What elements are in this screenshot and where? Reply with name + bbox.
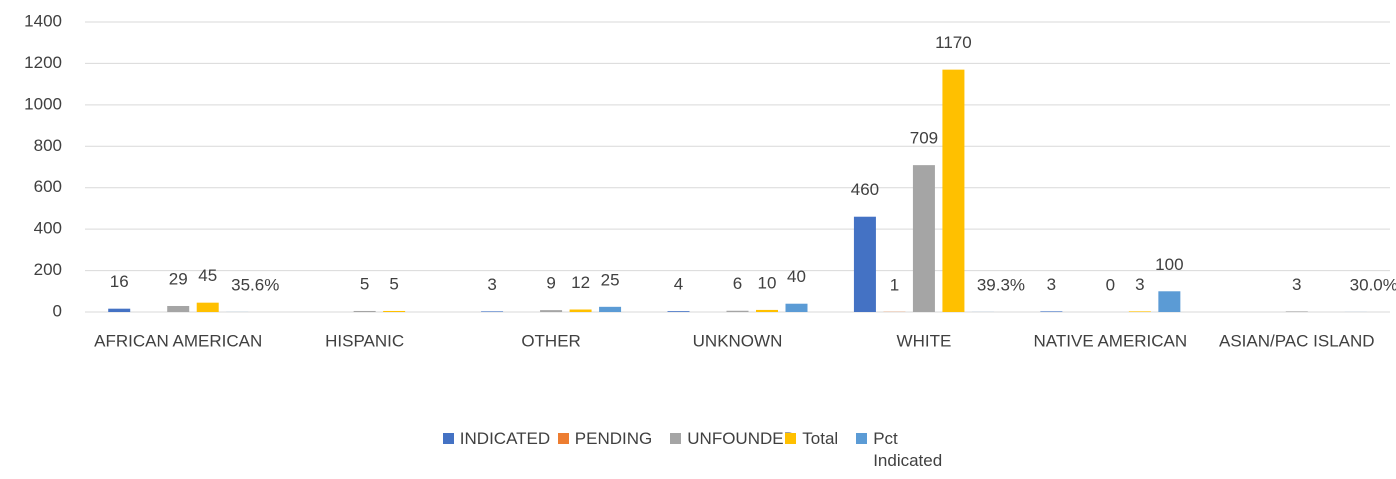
data-label: 10 [758, 273, 777, 292]
data-label: 3 [1047, 275, 1056, 294]
bar [785, 303, 808, 312]
x-tick-label: WHITE [897, 331, 952, 350]
data-label: 9 [546, 274, 555, 293]
data-label: 0 [1106, 275, 1115, 294]
y-tick-label: 1200 [24, 53, 62, 72]
x-tick-label: AFRICAN AMERICAN [94, 331, 262, 350]
legend-swatch [557, 433, 569, 444]
legend-swatch [785, 433, 797, 444]
y-tick-label: 1000 [24, 94, 62, 113]
data-label: 3 [1135, 275, 1144, 294]
data-label: 16 [110, 272, 129, 291]
y-tick-label: 600 [34, 177, 62, 196]
bar [569, 309, 592, 312]
legend-swatch [856, 433, 868, 444]
bar [599, 306, 622, 312]
legend-label: Total [802, 429, 839, 448]
data-label: 45 [198, 266, 217, 285]
bar [726, 310, 749, 312]
legend-label: INDICATED [459, 429, 551, 448]
bar [853, 216, 876, 312]
x-tick-label: OTHER [521, 331, 581, 350]
bar [942, 69, 965, 313]
bar [912, 165, 935, 312]
data-label: 6 [733, 274, 742, 293]
data-label: 5 [389, 274, 398, 293]
x-tick-label: ASIAN/PAC ISLAND [1219, 331, 1375, 350]
y-tick-label: 1400 [24, 11, 62, 30]
legend-item: PENDING [557, 428, 653, 472]
data-label: 30.0% [1350, 275, 1396, 294]
bar [667, 311, 690, 312]
bar [196, 302, 219, 312]
y-tick-label: 0 [53, 301, 62, 320]
x-tick-label: NATIVE AMERICAN [1034, 331, 1188, 350]
data-label: 12 [571, 273, 590, 292]
data-label: 35.6% [231, 275, 279, 294]
legend-item: Pct Indicated [856, 428, 953, 472]
y-tick-label: 200 [34, 260, 62, 279]
y-tick-label: 400 [34, 219, 62, 238]
data-label: 1 [890, 275, 899, 294]
data-label: 1170 [935, 33, 972, 52]
bar [1285, 311, 1308, 312]
x-tick-label: UNKNOWN [693, 331, 783, 350]
legend-label: UNFOUNDED [687, 429, 796, 448]
legend-item: Total [785, 428, 838, 472]
bar [167, 305, 190, 312]
y-tick-label: 800 [34, 136, 62, 155]
bar [1128, 311, 1151, 312]
data-label: 4 [674, 275, 683, 294]
data-label: 3 [1292, 275, 1301, 294]
legend-item: UNFOUNDED [670, 428, 796, 472]
legend-swatch [670, 433, 682, 444]
data-label: 39.3% [977, 275, 1025, 294]
bar [540, 310, 563, 312]
bar [481, 311, 504, 312]
data-label: 25 [601, 270, 620, 289]
legend-label: Pct Indicated [873, 429, 943, 470]
bar [1040, 311, 1063, 312]
legend: INDICATED PENDING UNFOUNDED Total Pct Indica… [0, 428, 1396, 472]
data-label: 29 [169, 269, 188, 288]
data-label: 460 [851, 180, 879, 199]
data-label: 40 [787, 267, 806, 286]
bar [353, 310, 376, 312]
bar [1158, 291, 1181, 312]
bar [383, 310, 406, 312]
data-label: 5 [360, 274, 369, 293]
data-label: 709 [910, 129, 938, 148]
data-label: 3 [487, 275, 496, 294]
x-tick-label: HISPANIC [325, 331, 404, 350]
bar [756, 309, 778, 312]
data-label: 100 [1155, 255, 1183, 274]
legend-swatch [442, 433, 454, 444]
legend-item: INDICATED [442, 428, 551, 472]
bar [108, 308, 131, 312]
legend-label: PENDING [574, 429, 653, 448]
